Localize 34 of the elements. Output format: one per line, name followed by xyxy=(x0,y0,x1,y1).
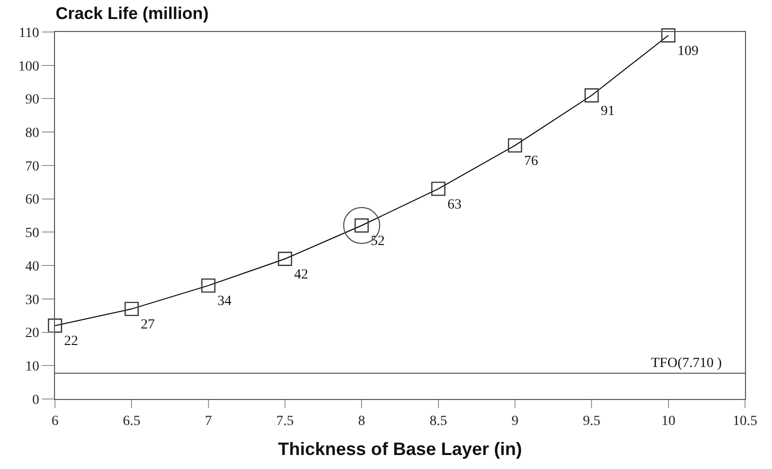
x-tick-label: 8 xyxy=(358,414,366,429)
data-label: 34 xyxy=(217,294,232,310)
data-label: 52 xyxy=(370,234,385,250)
y-tick-label: 80 xyxy=(25,126,40,141)
y-tick-label: 30 xyxy=(25,292,40,308)
x-tick-label: 7.5 xyxy=(276,414,294,429)
x-tick-label: 7 xyxy=(204,414,212,429)
x-tick-label: 6.5 xyxy=(122,414,140,429)
data-label: 42 xyxy=(294,267,308,282)
y-tick-label: 90 xyxy=(25,92,40,108)
x-tick-label: 6 xyxy=(52,414,58,429)
data-label: 109 xyxy=(677,44,698,59)
x-axis-title: Thickness of Base Layer (in) xyxy=(278,438,522,459)
y-tick-label: 0 xyxy=(32,392,40,408)
data-label: 76 xyxy=(524,154,538,170)
y-tick-label: 100 xyxy=(18,59,40,74)
y-tick-label: 20 xyxy=(25,326,40,342)
y-tick-label: 40 xyxy=(25,259,40,274)
y-tick-label: 110 xyxy=(18,26,40,41)
data-label: 63 xyxy=(447,197,462,212)
x-tick-label: 9 xyxy=(512,414,518,429)
ref-line-label: TFO(7.710 ) xyxy=(651,356,722,371)
x-tick-label: 10.5 xyxy=(732,414,758,429)
y-tick-label: 50 xyxy=(25,226,40,242)
data-label: 22 xyxy=(64,334,78,350)
x-tick-label: 8.5 xyxy=(430,414,448,429)
y-tick-label: 60 xyxy=(25,192,40,208)
y-tick-label: 70 xyxy=(25,159,40,174)
data-label: 27 xyxy=(140,318,155,333)
data-label: 91 xyxy=(600,104,615,120)
x-tick-label: 9.5 xyxy=(582,414,600,429)
chart-title: Crack Life (million) xyxy=(56,4,209,23)
y-tick-label: 10 xyxy=(25,360,40,375)
x-tick-label: 10 xyxy=(661,414,676,429)
